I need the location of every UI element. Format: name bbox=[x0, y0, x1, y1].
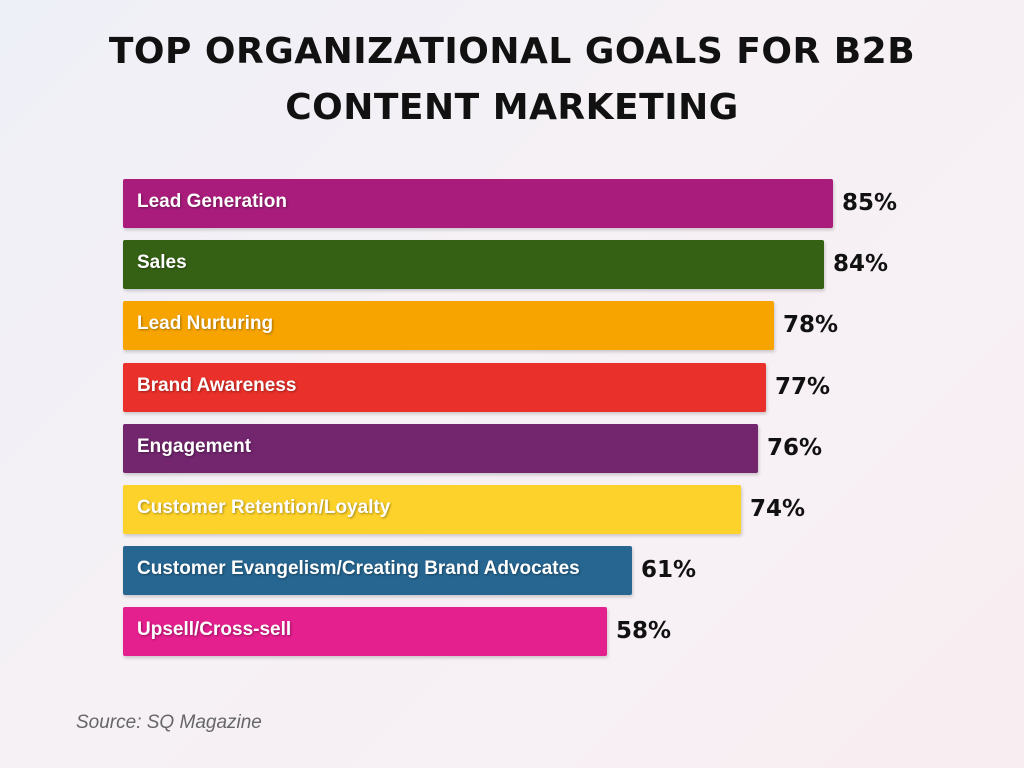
bar-value-label: 85% bbox=[842, 190, 898, 216]
chart-title-line-1: TOP ORGANIZATIONAL GOALS FOR B2B bbox=[108, 31, 916, 72]
bar-value-label: 74% bbox=[750, 496, 806, 522]
bar: Engagement bbox=[123, 424, 758, 473]
bar-value-label: 84% bbox=[833, 251, 889, 277]
bar-value-label: 61% bbox=[641, 557, 697, 583]
bar: Lead Generation bbox=[123, 179, 833, 228]
bar-value-label: 78% bbox=[783, 312, 839, 338]
bar-category-label: Customer Evangelism/Creating Brand Advoc… bbox=[137, 558, 580, 579]
bar-value-label: 77% bbox=[775, 374, 831, 400]
chart-title-line-2: CONTENT MARKETING bbox=[285, 87, 739, 128]
bar-category-label: Brand Awareness bbox=[137, 375, 297, 396]
source-note: Source: SQ Magazine bbox=[76, 712, 262, 733]
bar-category-label: Lead Generation bbox=[137, 191, 287, 212]
bar-category-label: Sales bbox=[137, 252, 187, 273]
bar: Customer Retention/Loyalty bbox=[123, 485, 741, 534]
bar-category-label: Customer Retention/Loyalty bbox=[137, 497, 391, 518]
bar: Brand Awareness bbox=[123, 363, 766, 412]
bar-category-label: Lead Nurturing bbox=[137, 313, 274, 334]
bar-category-label: Engagement bbox=[137, 436, 252, 457]
bar-value-label: 58% bbox=[616, 618, 672, 644]
bar-value-label: 76% bbox=[767, 435, 823, 461]
bar: Lead Nurturing bbox=[123, 301, 774, 350]
bar: Customer Evangelism/Creating Brand Advoc… bbox=[123, 546, 632, 595]
bar: Sales bbox=[123, 240, 824, 289]
bar: Upsell/Cross-sell bbox=[123, 607, 607, 656]
chart-title: TOP ORGANIZATIONAL GOALS FOR B2B CONTENT… bbox=[0, 24, 1024, 136]
bar-category-label: Upsell/Cross-sell bbox=[137, 619, 292, 640]
